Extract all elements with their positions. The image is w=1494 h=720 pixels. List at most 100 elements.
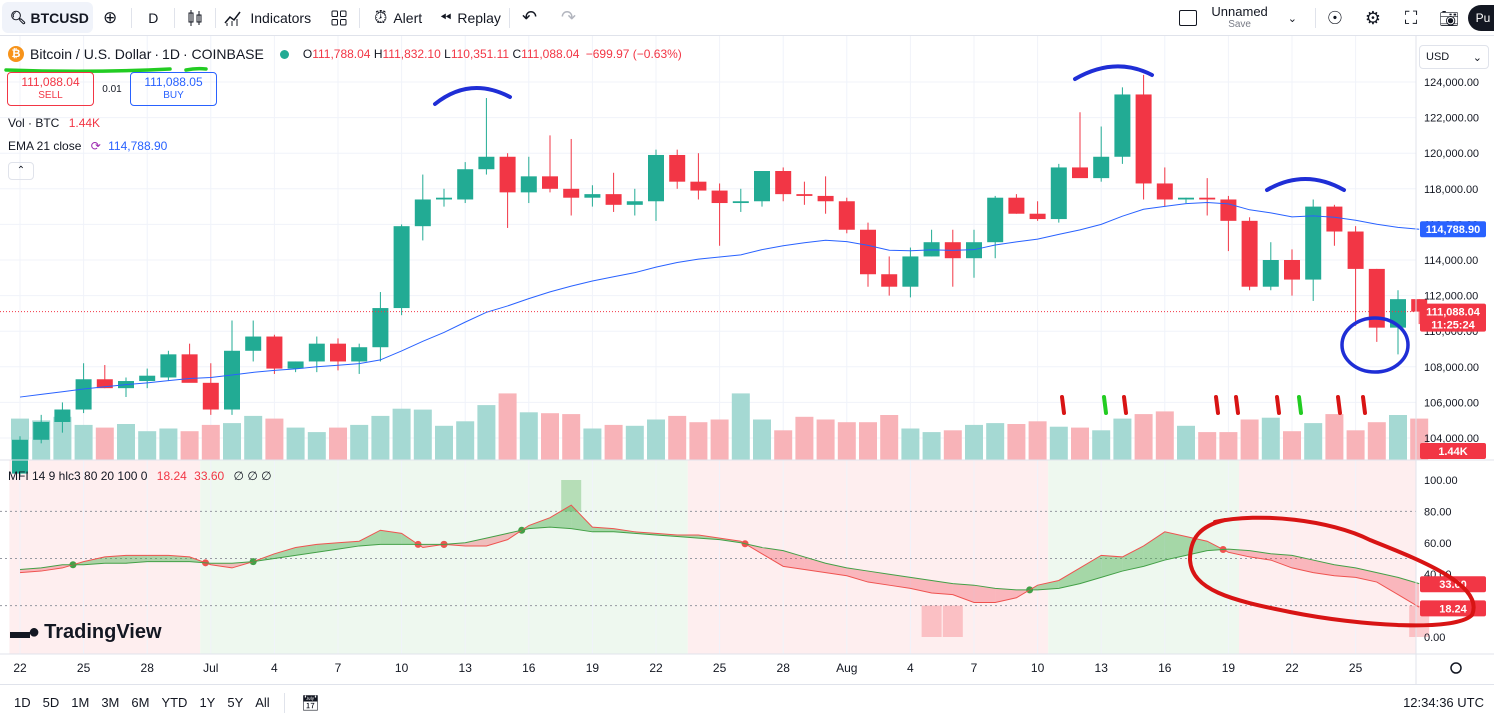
range-button-6m[interactable]: 6M bbox=[131, 695, 150, 710]
alarm-clock-icon: ⏰︎ bbox=[374, 7, 388, 27]
layout-name-button[interactable]: Unnamed Save bbox=[1211, 5, 1267, 31]
candle-body bbox=[308, 343, 325, 362]
candle-body bbox=[1093, 156, 1110, 179]
range-button-ytd[interactable]: YTD bbox=[161, 695, 188, 710]
candle-body bbox=[478, 156, 495, 170]
redo-button[interactable]: ↷ bbox=[549, 0, 588, 36]
volume-bar bbox=[265, 418, 284, 460]
symbol-search-button[interactable]: 🔍︎ BTCUSD bbox=[2, 2, 93, 33]
mfi-fill bbox=[868, 571, 890, 586]
volume-bar bbox=[795, 416, 814, 460]
price-axis[interactable]: 104,000.00106,000.00108,000.00110,000.00… bbox=[1424, 77, 1479, 644]
chart-type-button[interactable] bbox=[175, 0, 215, 36]
replay-label: Replay bbox=[457, 9, 501, 26]
ohlc-low: 110,351.11 bbox=[450, 47, 510, 61]
time-axis-label: 25 bbox=[713, 661, 727, 675]
interval-button[interactable]: D bbox=[148, 9, 159, 26]
time-axis-label: 28 bbox=[777, 661, 791, 675]
publish-button[interactable]: Pu bbox=[1468, 5, 1494, 31]
symbol-legend[interactable]: ₿ Bitcoin / U.S. Dollar · 1D · COINBASE … bbox=[8, 46, 682, 62]
snapshot-button[interactable]: 📷︎ bbox=[1430, 8, 1468, 29]
range-button-5d[interactable]: 5D bbox=[42, 695, 60, 710]
gear-icon: ⚙︎ bbox=[1364, 7, 1382, 28]
indicators-label: Indicators bbox=[250, 9, 312, 26]
mfi-zone bbox=[1048, 460, 1239, 654]
compare-button[interactable]: ⊕ bbox=[95, 0, 131, 36]
volume-bar bbox=[943, 430, 962, 460]
candle-body bbox=[1262, 260, 1279, 287]
volume-tick-annotation bbox=[1122, 395, 1128, 415]
undo-button[interactable]: ↶ bbox=[510, 0, 549, 36]
currency-select[interactable]: USD ⌄ bbox=[1419, 45, 1489, 69]
mfi-legend[interactable]: MFI 14 9 hlc3 80 20 100 0 18.24 33.60 ∅ … bbox=[8, 469, 272, 483]
calendar-icon[interactable]: 📅︎ bbox=[300, 694, 320, 712]
volume-bar bbox=[1113, 418, 1132, 460]
mfi-fill bbox=[1334, 564, 1356, 578]
divider bbox=[359, 7, 361, 28]
candle-body bbox=[202, 382, 219, 410]
mfi-fill bbox=[952, 583, 974, 603]
volume-bar bbox=[1198, 432, 1217, 460]
green-underline-annotation bbox=[4, 66, 208, 74]
mfi-fill bbox=[783, 550, 805, 570]
volume-bar bbox=[413, 409, 432, 460]
volume-bar bbox=[435, 425, 453, 460]
fullscreen-button[interactable]: ⛶ bbox=[1392, 8, 1430, 29]
bottom-toolbar: 1D 5D 1M 3M 6M YTD 1Y 5Y All 📅︎ 12:34:36 UTC bbox=[0, 684, 1494, 720]
candle-body bbox=[33, 421, 50, 440]
top-toolbar: 🔍︎ BTCUSD ⊕ D Indicators ⏰︎ Alert ⏪︎ Rep… bbox=[0, 0, 1494, 36]
sell-button[interactable]: 111,088.04 SELL bbox=[7, 72, 94, 106]
time-axis-settings[interactable] bbox=[1450, 662, 1462, 674]
volume-bar bbox=[710, 419, 729, 460]
tradingview-logo[interactable]: ▬● TradingView bbox=[10, 621, 162, 644]
quick-search-button[interactable]: ☉ bbox=[1316, 8, 1354, 29]
time-axis-label: 22 bbox=[649, 661, 663, 675]
gear-icon[interactable] bbox=[1450, 662, 1462, 674]
range-button-1y[interactable]: 1Y bbox=[199, 695, 216, 710]
chevron-down-icon[interactable]: ⌄ bbox=[1287, 12, 1297, 25]
candle-body bbox=[499, 156, 516, 193]
range-button-all[interactable]: All bbox=[255, 695, 270, 710]
ema-legend[interactable]: EMA 21 close ⟳ 114,788.90 bbox=[8, 139, 167, 153]
time-axis-label: 16 bbox=[522, 661, 536, 675]
time-axis[interactable]: 22 25 28 Jul 4 7 10 13 16 19 22 25 28 Aug 4 7 10 13 16 19 22… bbox=[13, 661, 1362, 675]
range-button-1d[interactable]: 1D bbox=[14, 695, 31, 710]
clock[interactable]: 12:34:36 UTC bbox=[1403, 695, 1484, 710]
volume-tick-annotation bbox=[1297, 395, 1303, 415]
replay-button[interactable]: ⏪︎ Replay bbox=[432, 0, 509, 36]
mfi-signal-line bbox=[19, 526, 1420, 591]
alert-button[interactable]: ⏰︎ Alert bbox=[360, 0, 432, 36]
candle-body bbox=[775, 171, 792, 195]
grid-icon bbox=[331, 10, 347, 25]
candle-body bbox=[436, 197, 452, 200]
settings-button[interactable]: ⚙︎ bbox=[1354, 8, 1392, 29]
volume-bar bbox=[1367, 422, 1386, 460]
templates-button[interactable] bbox=[319, 0, 359, 36]
mfi-fill bbox=[1143, 531, 1165, 567]
volume-bar bbox=[1177, 425, 1195, 460]
mfi-fill bbox=[550, 505, 572, 529]
volume-legend[interactable]: Vol · BTC 1.44K bbox=[8, 116, 100, 130]
collapse-legend-button[interactable]: ⌃ bbox=[8, 162, 34, 180]
volume-bar bbox=[1049, 426, 1068, 460]
candle-body bbox=[96, 379, 113, 389]
mfi-fill bbox=[528, 517, 550, 529]
time-axis-label: 13 bbox=[1095, 661, 1109, 675]
candle-body bbox=[287, 361, 304, 369]
indicators-button[interactable]: Indicators bbox=[216, 0, 319, 36]
divider bbox=[283, 692, 285, 713]
layout-icon[interactable] bbox=[1179, 10, 1198, 26]
buy-button[interactable]: 111,088.05 BUY bbox=[130, 72, 217, 106]
range-button-3m[interactable]: 3M bbox=[101, 695, 120, 710]
tradingview-brand: TradingView bbox=[44, 621, 162, 643]
volume-bar bbox=[307, 432, 326, 460]
candle-body bbox=[1008, 197, 1025, 214]
range-button-5y[interactable]: 5Y bbox=[227, 695, 244, 710]
ema-legend-value: 114,788.90 bbox=[108, 139, 168, 153]
volume-bar bbox=[774, 430, 793, 460]
candle-body bbox=[923, 242, 940, 257]
mfi-fill bbox=[20, 567, 42, 573]
range-button-1m[interactable]: 1M bbox=[71, 695, 90, 710]
sell-price: 111,088.04 bbox=[21, 75, 80, 89]
